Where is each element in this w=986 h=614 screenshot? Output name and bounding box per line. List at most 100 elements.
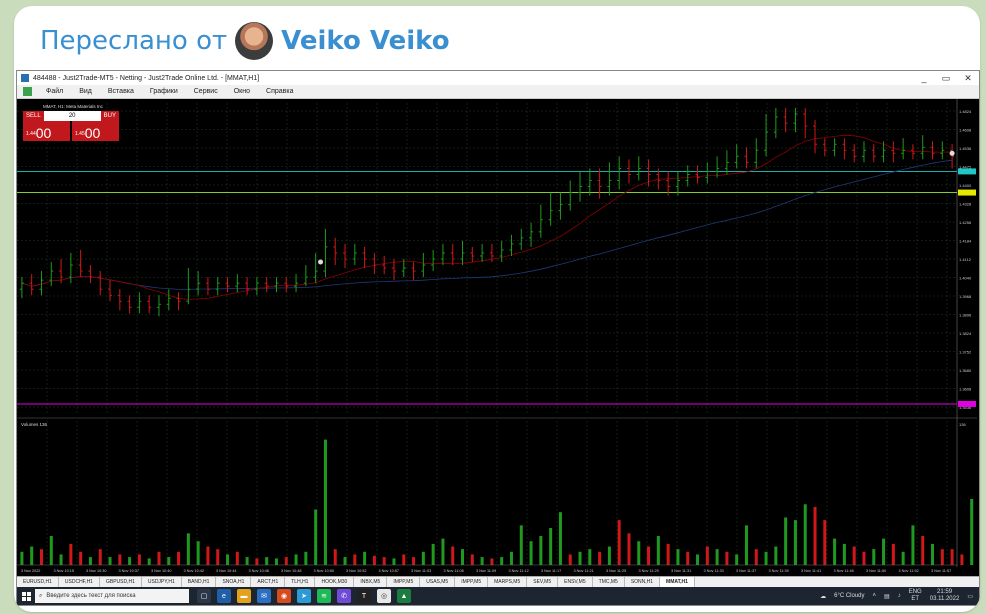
taskbar-clock[interactable]: 21:59 03.11.2022: [930, 589, 960, 603]
symbol-tab[interactable]: SEV,M5: [527, 577, 559, 587]
symbol-tab[interactable]: INBX,M5: [354, 577, 388, 587]
symbol-tab[interactable]: SONN,H1: [625, 577, 661, 587]
volume-bar: [431, 543, 435, 565]
notification-icon[interactable]: ▭: [967, 593, 973, 600]
volume-bar: [774, 546, 778, 565]
volume-bar: [617, 520, 621, 565]
symbol-tab[interactable]: TMC,M5: [593, 577, 625, 587]
taskbar-search-input[interactable]: ⌕ Введите здесь текст для поиска: [35, 589, 189, 603]
volume-bar: [862, 551, 866, 565]
symbol-tab[interactable]: USDCHF,H1: [59, 577, 100, 587]
menu-item-view[interactable]: Вид: [79, 88, 92, 95]
volume-bar: [764, 551, 768, 565]
time-tick-label: 3 Nov 11:29: [639, 569, 659, 573]
volume-bar: [784, 517, 788, 565]
time-tick-label: 3 Nov 11:03: [411, 569, 431, 573]
volume-bar: [39, 549, 43, 565]
menu-item-help[interactable]: Справка: [266, 88, 294, 95]
price-tick-label: 1.4472: [959, 165, 972, 170]
price-chart[interactable]: 1.48241.46081.45361.44721.44001.43281.42…: [17, 99, 977, 577]
volume-bar: [98, 549, 102, 565]
sell-button[interactable]: 1.44 00: [23, 121, 70, 141]
time-tick-label: 3 Nov 2022: [21, 569, 40, 573]
file-explorer-icon[interactable]: ▬: [237, 589, 251, 603]
menu-item-tools[interactable]: Сервис: [193, 88, 218, 95]
network-icon[interactable]: ▤: [884, 593, 890, 600]
symbol-tab[interactable]: IMPP,M5: [387, 577, 421, 587]
forwarded-from-name[interactable]: Veiko Veiko: [281, 26, 450, 56]
maximize-button[interactable]: ▭: [941, 72, 951, 83]
minimize-button[interactable]: _: [921, 73, 927, 83]
chart-menu-icon[interactable]: [23, 87, 32, 96]
symbol-tab[interactable]: MMAT,H1: [660, 577, 695, 587]
chrome-icon[interactable]: ◎: [377, 589, 391, 603]
volume-bar: [823, 520, 827, 565]
symbol-tab[interactable]: HOOK,M30: [315, 577, 355, 587]
mail-icon[interactable]: ✉: [257, 589, 271, 603]
volume-bar: [568, 554, 572, 565]
symbol-tab[interactable]: EURUSD,H1: [17, 577, 59, 587]
forwarded-message-bubble[interactable]: Переслано от Veiko Veiko 484488 - Just2T…: [14, 6, 980, 612]
forwarded-header[interactable]: Переслано от Veiko Veiko: [40, 18, 450, 64]
symbol-tab[interactable]: TLH,H1: [285, 577, 316, 587]
close-button[interactable]: ✕: [964, 72, 972, 83]
mt5-taskbar-icon[interactable]: ▲: [397, 589, 411, 603]
volume-bar: [686, 551, 690, 565]
firefox-icon[interactable]: ◉: [277, 589, 291, 603]
volume-bar: [137, 554, 141, 565]
weather-text[interactable]: 6°C Cloudy: [834, 593, 865, 599]
tradingview-icon[interactable]: T: [357, 589, 371, 603]
language-indicator[interactable]: ENG ET: [909, 589, 922, 603]
volume-bar: [803, 504, 807, 565]
menu-item-window[interactable]: Окно: [233, 88, 251, 95]
time-tick-label: 3 Nov 11:12: [509, 569, 529, 573]
symbol-tab[interactable]: GBPUSD,H1: [100, 577, 142, 587]
volume-bar: [852, 546, 856, 565]
menu-item-charts[interactable]: Графики: [149, 88, 178, 95]
volume-bar: [607, 546, 611, 565]
edge-icon[interactable]: e: [217, 589, 231, 603]
time-tick-label: 3 Nov 10:40: [151, 569, 171, 573]
volume-bar: [705, 546, 709, 565]
volume-bar: [147, 558, 151, 565]
one-click-trading-panel: SELL 20 BUY 1.44 00 1.45 00: [23, 111, 119, 143]
symbol-tab[interactable]: MARPS,M5: [488, 577, 528, 587]
sell-label[interactable]: SELL: [23, 111, 44, 121]
symbol-tab[interactable]: BAND,H1: [182, 577, 217, 587]
volume-bar: [529, 541, 533, 565]
avatar[interactable]: [235, 22, 274, 60]
symbol-tab[interactable]: USAS,M5: [420, 577, 456, 587]
symbol-tab[interactable]: ENSV,M5: [558, 577, 593, 587]
menu-item-insert[interactable]: Вставка: [107, 88, 134, 95]
chart-symbol-label: MMAT, H1: Meta Materials Inc: [43, 104, 104, 109]
tray-chevron-icon[interactable]: ˄: [872, 593, 877, 599]
volume-bar: [725, 551, 729, 565]
price-tick-label: 1.4256: [959, 220, 972, 225]
price-tick-label: 1.3536: [959, 405, 972, 410]
buy-label[interactable]: BUY: [100, 111, 119, 121]
symbol-tab[interactable]: SNOA,H1: [216, 577, 252, 587]
task-view-icon[interactable]: ▢: [197, 589, 211, 603]
symbol-tab[interactable]: ARCT,H1: [251, 577, 286, 587]
symbol-tab[interactable]: USDJPY,H1: [142, 577, 182, 587]
spotify-icon[interactable]: ≋: [317, 589, 331, 603]
volume-bar: [177, 551, 181, 565]
volume-bar: [333, 549, 337, 565]
viber-icon[interactable]: ✆: [337, 589, 351, 603]
volume-icon[interactable]: ♪: [897, 593, 901, 599]
level-tag-magenta: [958, 400, 976, 407]
volume-input[interactable]: 20: [43, 111, 101, 121]
start-button[interactable]: [17, 587, 35, 605]
time-tick-label: 3 Nov 11:21: [574, 569, 594, 573]
symbol-tab[interactable]: IMPP,M5: [455, 577, 489, 587]
window-title: 484488 - Just2Trade-MT5 - Netting - Just…: [33, 74, 260, 82]
volume-bar: [509, 551, 513, 565]
volume-bar: [744, 525, 748, 565]
buy-button[interactable]: 1.45 00: [72, 121, 119, 141]
telegram-icon[interactable]: ➤: [297, 589, 311, 603]
menu-item-file[interactable]: Файл: [46, 88, 64, 95]
volume-bar: [304, 551, 308, 565]
volume-bar: [921, 535, 925, 565]
time-tick-label: 3 Nov 11:17: [541, 569, 561, 573]
level-tag-green: [958, 189, 976, 196]
